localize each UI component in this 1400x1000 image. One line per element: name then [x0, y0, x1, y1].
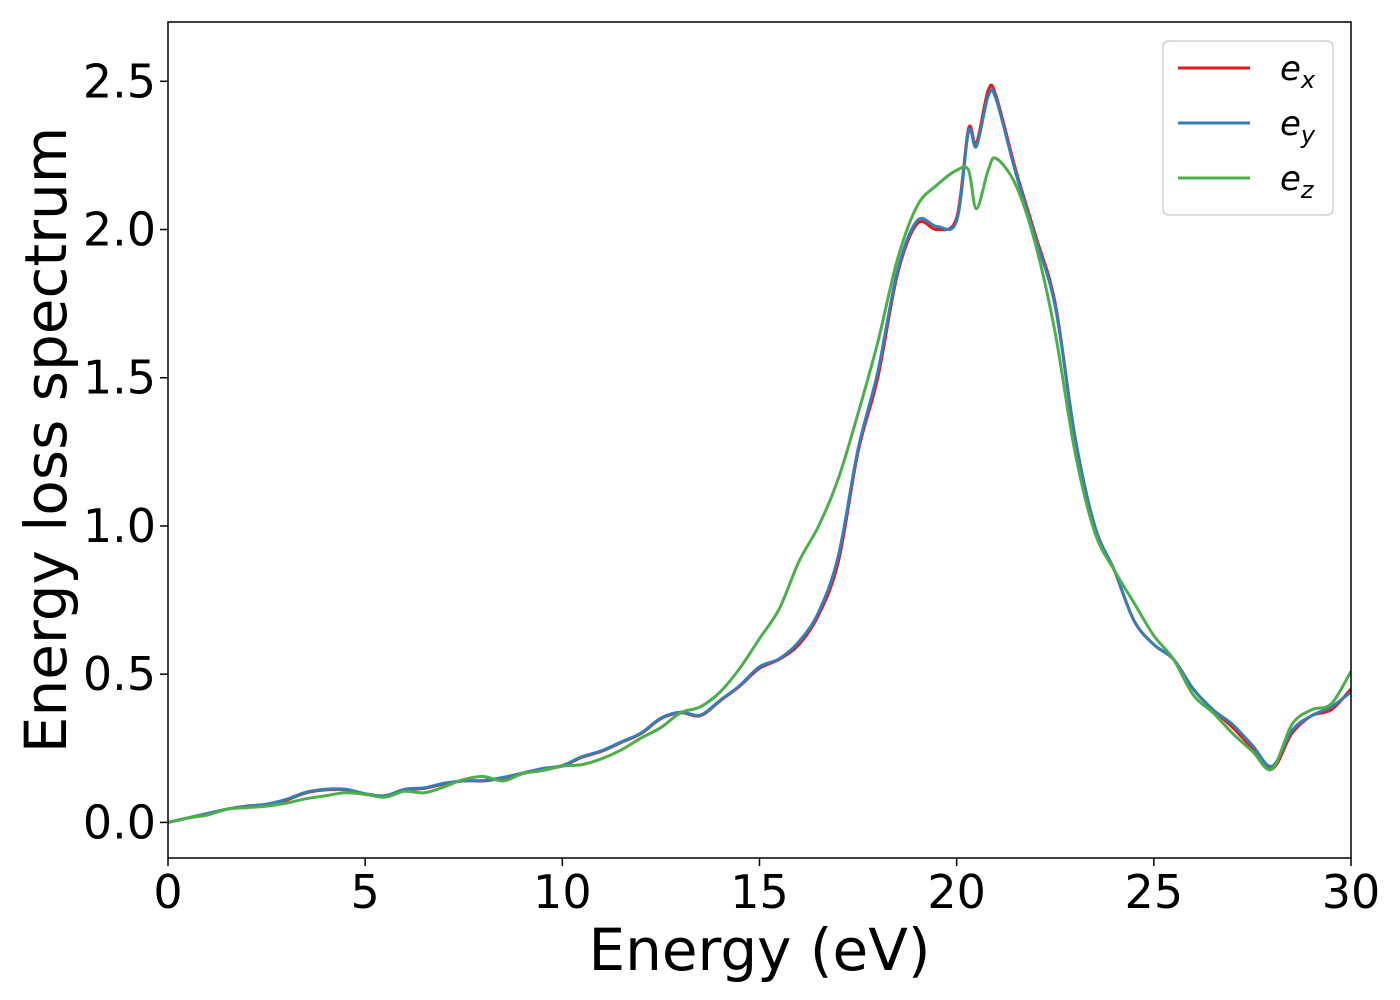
y-tick-label: 0.0: [83, 795, 156, 849]
y-axis-ticks: 0.0 0.5 1.0 1.5 2.0 2.5: [83, 54, 168, 849]
y-tick-label: 0.5: [83, 647, 156, 701]
legend-box: [1162, 40, 1334, 216]
series-line-z: [168, 156, 1351, 824]
x-tick-label: 10: [533, 865, 592, 919]
x-tick-label: 30: [1322, 865, 1381, 919]
x-tick-label: 5: [351, 865, 380, 919]
x-tick-label: 15: [730, 865, 789, 919]
x-tick-label: 0: [153, 865, 182, 919]
y-tick-label: 2.0: [83, 203, 156, 257]
x-axis-title: Energy (eV): [588, 916, 930, 984]
y-tick-label: 1.0: [83, 499, 156, 553]
x-tick-label: 20: [927, 865, 986, 919]
y-tick-label: 2.5: [83, 54, 156, 108]
x-axis-ticks: 0 5 10 15 20 25 30: [153, 858, 1380, 919]
x-tick-label: 25: [1125, 865, 1184, 919]
y-tick-label: 1.5: [83, 351, 156, 405]
series-layer: [168, 83, 1351, 824]
y-axis-title: Energy loss spectrum: [12, 127, 80, 753]
